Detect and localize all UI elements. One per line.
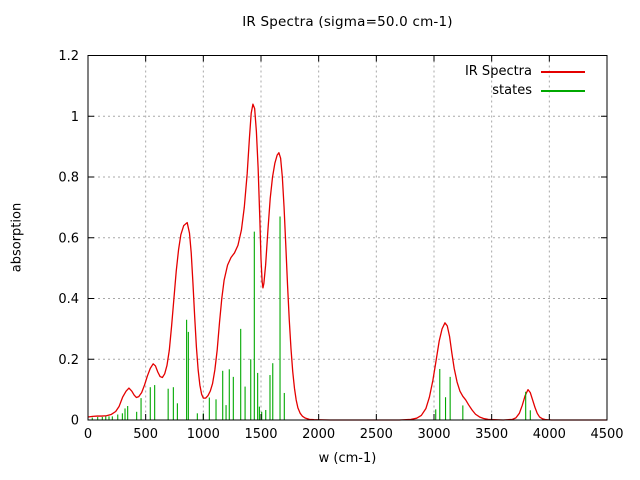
svg-text:2500: 2500 <box>360 427 393 442</box>
chart-title: IR Spectra (sigma=50.0 cm-1) <box>242 14 453 30</box>
legend-line-sample-green <box>541 89 585 92</box>
svg-text:1500: 1500 <box>244 427 277 442</box>
svg-text:0.6: 0.6 <box>58 231 79 246</box>
svg-text:0.4: 0.4 <box>58 292 79 307</box>
svg-text:2000: 2000 <box>302 427 335 442</box>
svg-text:4000: 4000 <box>533 427 566 442</box>
svg-text:1: 1 <box>71 110 79 125</box>
legend-label-states: states <box>492 83 532 98</box>
legend-entry-ir-spectra: IR Spectra <box>465 62 585 81</box>
legend-line-sample-red <box>541 70 585 73</box>
svg-text:1000: 1000 <box>187 427 220 442</box>
svg-text:3500: 3500 <box>475 427 508 442</box>
svg-text:4500: 4500 <box>590 427 623 442</box>
legend-label-ir-spectra: IR Spectra <box>464 64 532 79</box>
svg-text:1.2: 1.2 <box>58 49 79 64</box>
legend-entry-states: states <box>465 81 585 100</box>
svg-text:0.8: 0.8 <box>58 171 79 186</box>
x-axis-label: w (cm-1) <box>318 451 377 466</box>
y-axis-label: absorption <box>9 202 25 273</box>
svg-text:3000: 3000 <box>417 427 450 442</box>
svg-text:0.2: 0.2 <box>58 353 79 368</box>
svg-text:0: 0 <box>84 427 92 442</box>
legend: IR Spectra states <box>465 62 585 100</box>
svg-text:0: 0 <box>71 414 79 429</box>
svg-text:500: 500 <box>133 427 158 442</box>
